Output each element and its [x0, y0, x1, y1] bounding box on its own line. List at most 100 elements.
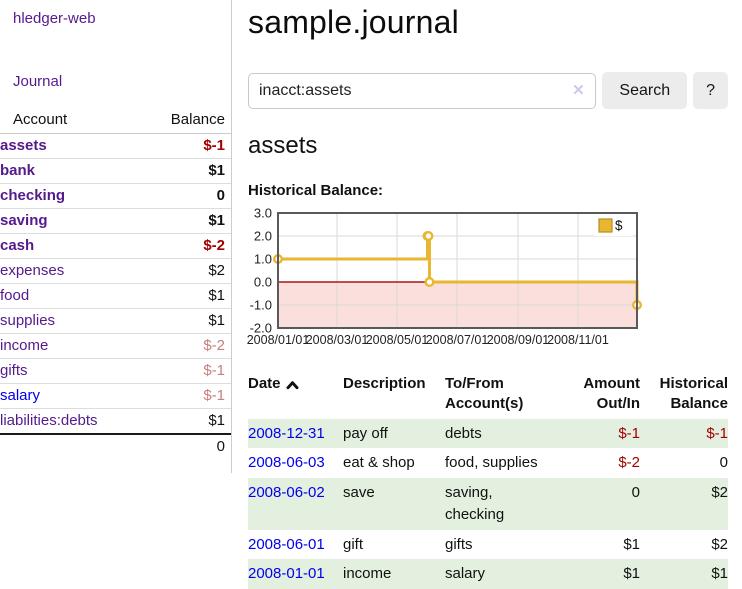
table-row: 2008-06-03 eat & shop food, supplies $-2 0	[248, 448, 728, 478]
transaction-amount: $1	[623, 565, 640, 583]
account-balance: $1	[131, 308, 231, 334]
accounts-header-row: Account Balance	[0, 107, 231, 134]
transaction-description: pay off	[343, 424, 388, 442]
register-header-row: Date Description To/From Account(s) Amou…	[248, 372, 728, 419]
account-row: saving $1	[0, 208, 231, 234]
account-balance: $-1	[131, 383, 231, 409]
transaction-description: save	[343, 484, 375, 501]
account-balance: $-2	[131, 233, 231, 259]
account-link[interactable]: supplies	[0, 312, 56, 329]
account-balance: 0	[131, 183, 231, 209]
column-header-accounts[interactable]: To/From Account(s)	[445, 375, 524, 413]
help-button[interactable]: ?	[693, 72, 728, 109]
account-row: bank $1	[0, 158, 231, 184]
table-row: 2008-01-01 income salary $1 $1	[248, 559, 728, 589]
search-box: ✕	[248, 72, 597, 109]
account-row: cash $-2	[0, 233, 231, 259]
y-axis-tick-label: 2.0	[254, 229, 272, 244]
account-link[interactable]: salary	[0, 387, 41, 404]
legend-swatch	[598, 218, 613, 233]
accounts-total-row: 0	[0, 433, 231, 459]
accounts-header-balance: Balance	[131, 107, 231, 134]
transaction-balance: $1	[711, 565, 728, 583]
transaction-accounts: food, supplies	[445, 454, 538, 472]
transaction-date-link[interactable]: 2008-12-31	[248, 424, 325, 442]
account-row: checking 0	[0, 183, 231, 209]
clear-search-icon[interactable]: ✕	[572, 81, 585, 99]
account-link[interactable]: gifts	[0, 362, 28, 379]
account-link[interactable]: income	[0, 337, 49, 354]
x-axis-tick-label: 2008/11/01	[547, 333, 609, 347]
account-row: expenses $2	[0, 258, 231, 284]
transaction-date-link[interactable]: 2008-06-01	[248, 535, 325, 553]
account-link[interactable]: liabilities:debts	[0, 412, 98, 429]
accounts-total-value: 0	[131, 433, 231, 459]
table-row: 2008-06-02 save saving, checking 0 $2	[248, 478, 728, 530]
transaction-balance: $2	[711, 535, 728, 553]
account-row: income $-2	[0, 333, 231, 359]
main-content: sample.journal ✕ Search ? assets Histori…	[232, 0, 742, 589]
account-row: food $1	[0, 283, 231, 309]
transaction-date-link[interactable]: 2008-06-03	[248, 454, 325, 472]
table-row: 2008-12-31 pay off debts $-1 $-1	[248, 418, 728, 449]
column-header-balance[interactable]: Historical Balance	[659, 375, 728, 413]
x-axis-tick-label: 2008/09/01	[487, 333, 550, 347]
transaction-description: income	[343, 565, 392, 583]
plot-border	[277, 212, 638, 329]
x-axis-tick-label: 2008/01/01	[247, 333, 310, 347]
account-balance: $-1	[131, 133, 231, 159]
account-balance: $1	[131, 283, 231, 309]
transaction-amount: $-2	[618, 454, 640, 472]
account-link[interactable]: assets	[0, 137, 47, 154]
account-link[interactable]: cash	[0, 237, 35, 254]
column-header-date-label: Date	[248, 375, 281, 392]
historical-balance-chart: $3.0 2.0 1.0 0.0 -1.0 -2.0 2008/01/01 2008/03/0…	[247, 206, 728, 350]
transaction-amount: $-1	[618, 424, 640, 442]
search-form: ✕ Search ?	[248, 72, 728, 109]
y-axis-tick-label: 3.0	[254, 206, 272, 221]
table-row: 2008-06-01 gift gifts $1 $2	[248, 530, 728, 560]
transaction-accounts: salary	[445, 565, 486, 583]
account-heading: assets	[248, 132, 318, 159]
transaction-accounts: gifts	[445, 535, 473, 553]
account-link[interactable]: saving	[0, 212, 48, 229]
account-row: assets $-1	[0, 133, 231, 159]
x-axis-tick-label: 2008/03/01	[306, 333, 369, 347]
y-axis-tick-label: 1.0	[254, 252, 272, 267]
data-point-marker	[424, 276, 435, 287]
search-input[interactable]	[248, 72, 597, 109]
account-balance: $1	[131, 408, 231, 435]
app-title-link[interactable]: hledger-web	[13, 10, 96, 27]
accounts-balance-table: Account Balance assets $-1 bank $1 checking 0…	[0, 107, 231, 459]
account-link[interactable]: expenses	[0, 262, 65, 279]
search-button[interactable]: Search	[602, 72, 688, 109]
column-header-date[interactable]: Date	[248, 372, 343, 419]
transaction-amount: $1	[623, 535, 640, 553]
y-axis-tick-label: -1.0	[250, 298, 272, 313]
chart-canvas: $3.0 2.0 1.0 0.0 -1.0 -2.02008/01/012008/03/0…	[247, 206, 643, 347]
account-link[interactable]: food	[0, 287, 30, 304]
account-balance: $2	[131, 258, 231, 284]
account-row: gifts $-1	[0, 358, 231, 384]
data-point-marker	[423, 231, 434, 242]
account-link[interactable]: bank	[0, 162, 36, 179]
transaction-date-link[interactable]: 2008-01-01	[248, 565, 325, 583]
account-row: supplies $1	[0, 308, 231, 334]
chevron-up-icon	[286, 380, 299, 389]
column-header-description[interactable]: Description	[343, 375, 426, 392]
transaction-balance: $-1	[706, 424, 728, 442]
column-header-amount[interactable]: Amount Out/In	[583, 375, 640, 413]
page-title: sample.journal	[248, 4, 459, 40]
accounts-header-account: Account	[0, 107, 132, 134]
account-link[interactable]: checking	[0, 187, 66, 204]
transaction-balance: 0	[719, 454, 728, 472]
account-balance: $1	[131, 158, 231, 184]
account-balance: $-1	[131, 358, 231, 384]
x-axis-tick-label: 2008/05/01	[366, 333, 429, 347]
chart-title: Historical Balance:	[248, 182, 384, 199]
register-table: Date Description To/From Account(s) Amou…	[248, 372, 728, 589]
y-axis-tick-label: -2.0	[250, 321, 272, 336]
sidebar-item-journal[interactable]: Journal	[13, 73, 63, 90]
transaction-amount: 0	[631, 484, 640, 501]
transaction-date-link[interactable]: 2008-06-02	[248, 484, 325, 501]
